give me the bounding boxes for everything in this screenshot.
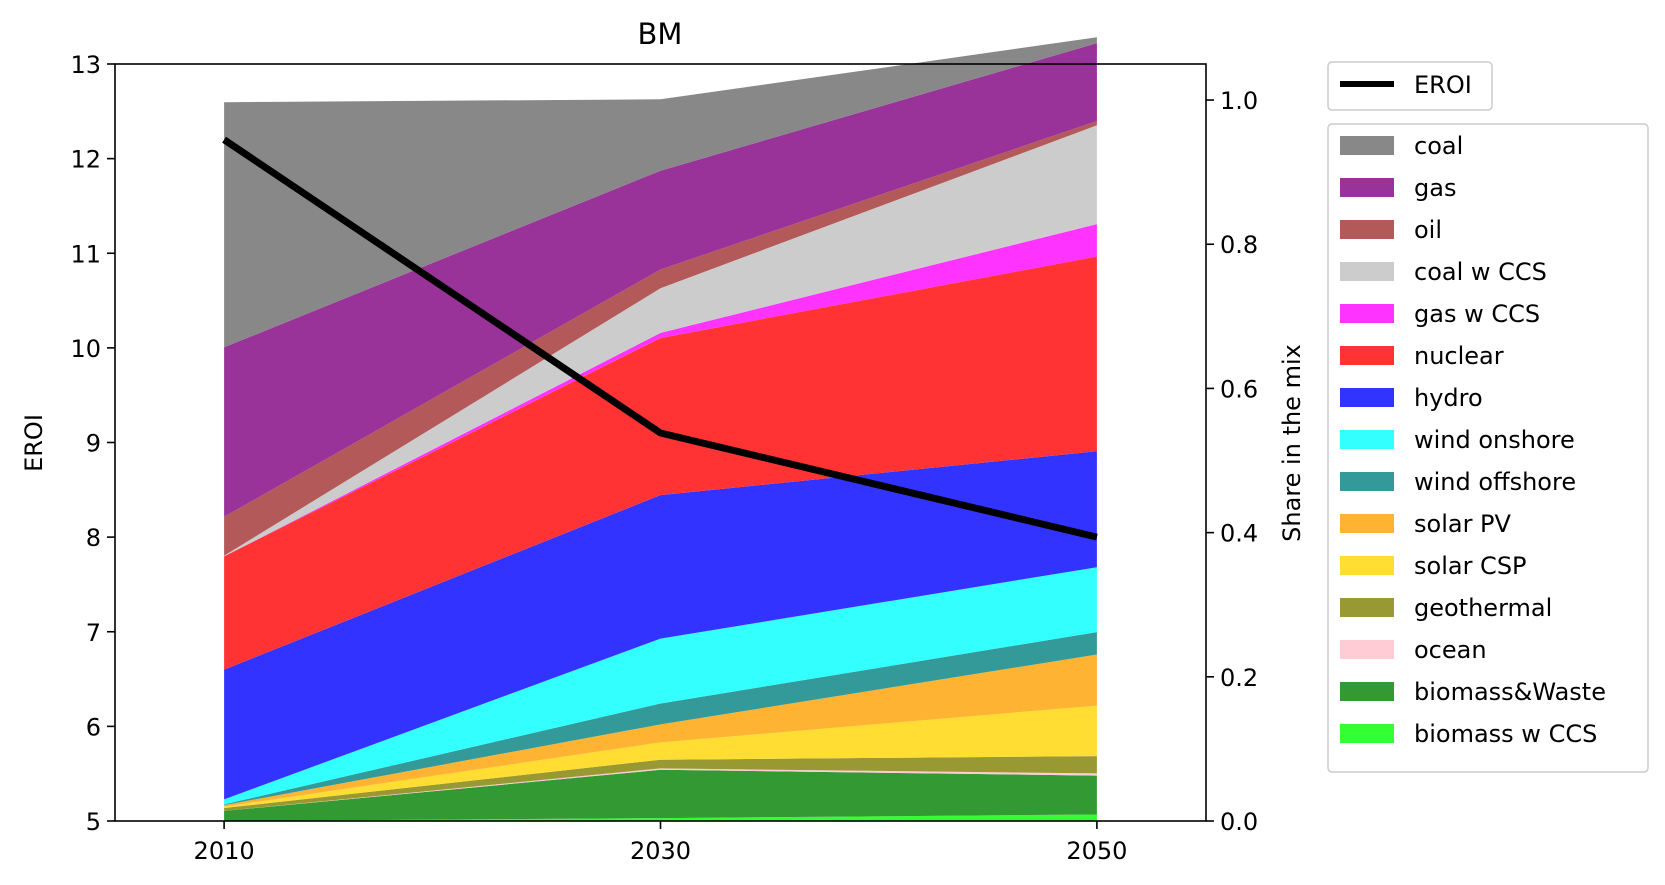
legend-swatch-wind-onshore xyxy=(1340,430,1394,449)
area-ocean xyxy=(224,768,1097,811)
left-tick-label: 10 xyxy=(70,335,101,363)
area-solar-csp xyxy=(224,705,1097,808)
right-tick-label: 0.6 xyxy=(1220,375,1258,403)
legend-swatch-coal xyxy=(1340,136,1394,155)
eroi-line-layer xyxy=(222,136,1098,541)
legend-label-solar-pv: solar PV xyxy=(1414,510,1512,538)
legend-label-gas-w-ccs: gas w CCS xyxy=(1414,300,1540,328)
left-tick-label: 13 xyxy=(70,51,101,79)
left-tick-label: 8 xyxy=(86,524,101,552)
legend-swatch-solar-csp xyxy=(1340,556,1394,575)
legend-label-coal: coal xyxy=(1414,132,1463,160)
legend-area-frame xyxy=(1327,123,1649,773)
bottom-tick-label: 2030 xyxy=(630,837,691,865)
area-solar-pv xyxy=(224,654,1097,807)
right-axis: 0.0 0.2 0.4 0.6 0.8 1.0 xyxy=(1206,87,1258,836)
legend-label-oil: oil xyxy=(1414,216,1442,244)
left-tick-label: 11 xyxy=(70,240,101,268)
area-coal xyxy=(224,37,1097,348)
area-biomass-waste xyxy=(224,769,1097,821)
legend-label-wind-offshore: wind offshore xyxy=(1414,468,1576,496)
legend-swatch-biomass-waste xyxy=(1340,682,1394,701)
bottom-axis: 2010 2030 2050 xyxy=(194,821,1127,865)
legend-swatch-biomass-w-ccs xyxy=(1340,724,1394,743)
legend-line-box: EROI xyxy=(1327,61,1493,111)
legend-label-nuclear: nuclear xyxy=(1414,342,1504,370)
left-tick-label: 5 xyxy=(86,808,101,836)
area-gas xyxy=(224,43,1097,517)
legend-swatch-wind-offshore xyxy=(1340,472,1394,491)
left-tick-label: 7 xyxy=(86,619,101,647)
legend-eroi-label: EROI xyxy=(1414,71,1472,99)
chart-title: BM xyxy=(638,17,683,51)
legend-swatch-geothermal xyxy=(1340,598,1394,617)
left-tick-label: 9 xyxy=(86,430,101,458)
left-tick-label: 6 xyxy=(86,713,101,741)
legend-swatch-coal-w-ccs xyxy=(1340,262,1394,281)
area-biomass-w-ccs xyxy=(224,814,1097,821)
legend-area-box: coal gas oil coal w CCS gas w CCS nuclear hydr… xyxy=(1327,123,1649,773)
area-gas-w-ccs xyxy=(224,224,1097,557)
right-tick-label: 0.0 xyxy=(1220,808,1258,836)
area-hydro xyxy=(224,451,1097,800)
legend-swatch-nuclear xyxy=(1340,346,1394,365)
legend-line-frame xyxy=(1327,61,1493,111)
legend-label-gas: gas xyxy=(1414,174,1456,202)
left-axis: 5 6 7 8 9 10 11 12 13 xyxy=(70,51,115,836)
legend-label-coal-w-ccs: coal w CCS xyxy=(1414,258,1547,286)
legend-label-hydro: hydro xyxy=(1414,384,1483,412)
legend-swatch-gas xyxy=(1340,178,1394,197)
area-wind-onshore xyxy=(224,567,1097,805)
legend-swatch-oil xyxy=(1340,220,1394,239)
legend-label-solar-csp: solar CSP xyxy=(1414,552,1527,580)
legend-swatch-gas-w-ccs xyxy=(1340,304,1394,323)
legend-label-biomass-waste: biomass&Waste xyxy=(1414,678,1606,706)
bottom-tick-label: 2010 xyxy=(194,837,255,865)
legend-swatch-ocean xyxy=(1340,640,1394,659)
area-nuclear xyxy=(224,256,1097,670)
legend-label-ocean: ocean xyxy=(1414,636,1487,664)
left-axis-label: EROI xyxy=(20,414,48,472)
area-coal-w-ccs xyxy=(224,125,1097,557)
legend-label-biomass-w-ccs: biomass w CCS xyxy=(1414,720,1597,748)
left-tick-label: 12 xyxy=(70,146,101,174)
legend-swatch-hydro xyxy=(1340,388,1394,407)
stacked-areas xyxy=(224,37,1097,821)
legend-label-wind-onshore: wind onshore xyxy=(1414,426,1575,454)
legend-swatch-solar-pv xyxy=(1340,514,1394,533)
right-axis-label: Share in the mix xyxy=(1278,344,1306,542)
right-tick-label: 0.2 xyxy=(1220,664,1258,692)
area-wind-offshore xyxy=(224,632,1097,806)
right-tick-label: 0.4 xyxy=(1220,520,1258,548)
right-tick-label: 0.8 xyxy=(1220,231,1258,259)
area-geothermal xyxy=(224,756,1097,811)
eroi-line xyxy=(222,136,1098,541)
bottom-tick-label: 2050 xyxy=(1066,837,1127,865)
right-tick-label: 1.0 xyxy=(1220,87,1258,115)
legend-label-geothermal: geothermal xyxy=(1414,594,1552,622)
